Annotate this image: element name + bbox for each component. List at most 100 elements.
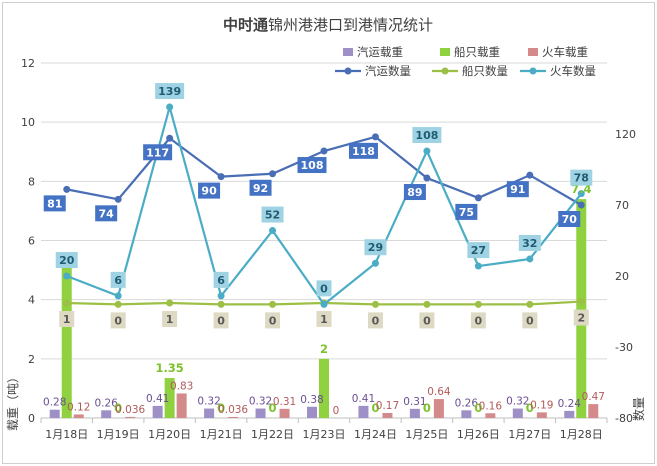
value-text-ship_count: 0	[475, 314, 483, 327]
bar-label-train_weight: 0.19	[530, 399, 553, 411]
value-text-ship_count: 0	[217, 314, 225, 327]
value-box-ship_count	[470, 312, 486, 329]
bar-truck_weight	[512, 408, 523, 418]
value-box-truck_count	[198, 182, 221, 199]
legend-label-train_weight: 火车载重	[542, 45, 588, 59]
value-box-train_count	[155, 83, 185, 100]
value-text-truck_count: 74	[99, 207, 115, 220]
point-truck_count	[217, 173, 225, 181]
value-box-truck_count	[455, 203, 478, 220]
value-text-ship_count: 0	[114, 314, 122, 327]
point-truck_count	[63, 185, 71, 193]
point-train_count	[474, 262, 482, 270]
legend-swatch-truck_weight	[343, 48, 353, 56]
bar-truck_weight	[49, 409, 60, 418]
bar-label-truck_weight: 0.41	[352, 393, 375, 405]
bars	[49, 199, 599, 418]
bar-label-ship_weight: 1.35	[155, 361, 183, 375]
bar-label-truck_weight: 0.26	[455, 397, 479, 409]
point-truck_count	[269, 170, 277, 178]
bar-label-train_weight: 0.12	[67, 401, 90, 413]
bar-train_weight	[382, 412, 393, 418]
bar-label-train_weight: 0.83	[170, 380, 193, 392]
bar-truck_weight	[101, 410, 112, 418]
value-text-ship_count: 0	[423, 314, 431, 327]
bar-truck_weight	[255, 408, 266, 418]
value-box-train_count	[412, 127, 442, 144]
value-box-ship_count	[573, 309, 589, 326]
value-box-train_count	[467, 242, 490, 259]
x-tick-label: 1月28日	[560, 428, 603, 441]
value-text-truck_count: 108	[301, 159, 324, 172]
x-tick-label: 1月21日	[200, 428, 243, 441]
left-tick-label: 6	[28, 235, 35, 248]
bar-truck_weight	[461, 410, 472, 418]
legend-swatch-train_weight	[528, 48, 538, 56]
point-train_count	[217, 292, 225, 300]
value-text-ship_count: 2	[577, 312, 585, 325]
point-train_count	[526, 255, 534, 263]
value-box-train_count	[213, 271, 229, 288]
value-text-train_count: 20	[59, 254, 75, 267]
x-tick-label: 1月25日	[405, 428, 448, 441]
left-axis-title: 载重（吨）	[6, 371, 20, 431]
chart-title: 中时通锦州港港口到港情况统计	[223, 16, 433, 34]
bar-truck_weight	[152, 405, 163, 418]
value-text-truck_count: 75	[459, 206, 474, 219]
value-text-truck_count: 92	[253, 182, 268, 195]
value-text-ship_count: 0	[269, 314, 277, 327]
bar-train_weight	[485, 413, 496, 418]
value-box-truck_count	[403, 184, 426, 201]
x-tick-label: 1月23日	[303, 428, 346, 441]
data-labels: 0.28 0.26 0.41 0.32 0.32 0.38 0.41 0.31 0.26 0.32…	[43, 83, 605, 417]
value-text-ship_count: 1	[63, 313, 71, 326]
bar-label-ship_weight: 0	[269, 401, 277, 415]
left-tick-label: 0	[28, 412, 35, 425]
legend-label-train_count: 火车数量	[550, 64, 596, 78]
point-train_count	[63, 272, 71, 280]
point-train_count	[423, 147, 431, 155]
bar-label-truck_weight: 0.32	[249, 396, 272, 408]
bar-label-ship_weight: 0	[217, 401, 225, 415]
legend-label-ship_weight: 船只载重	[454, 45, 500, 59]
point-ship_count	[217, 300, 225, 308]
value-text-ship_count: 0	[526, 314, 534, 327]
x-tick-label: 1月19日	[97, 428, 140, 441]
bar-train_weight	[125, 416, 136, 418]
value-text-ship_count: 0	[372, 314, 380, 327]
point-truck_count	[577, 201, 585, 209]
value-box-train_count	[261, 206, 284, 223]
value-text-truck_count: 91	[510, 183, 525, 196]
point-train_count	[320, 300, 328, 308]
point-train_count	[114, 292, 122, 300]
x-tick-label: 1月27日	[508, 428, 551, 441]
value-box-train_count	[570, 169, 593, 186]
bar-label-train_weight: 0	[333, 405, 340, 417]
bar-label-ship_weight: 0	[474, 401, 482, 415]
chart-svg: 中时通锦州港港口到港情况统计 024681012-80-3020701201月1…	[6, 16, 646, 441]
value-text-truck_count: 89	[407, 186, 422, 199]
bar-truck_weight	[204, 408, 215, 418]
value-box-ship_count	[522, 312, 538, 329]
value-text-truck_count: 70	[562, 213, 578, 226]
left-tick-label: 10	[21, 116, 35, 129]
bar-truck_weight	[409, 408, 420, 418]
line-train_count	[66, 102, 583, 306]
point-ship_count	[371, 300, 379, 308]
x-tick-label: 1月22日	[251, 428, 294, 441]
bar-label-train_weight: 0.036	[115, 404, 145, 416]
point-ship_count	[166, 299, 174, 307]
bar-label-truck_weight: 0.24	[558, 398, 582, 410]
point-truck_count	[114, 195, 122, 203]
x-tick-label: 1月18日	[45, 428, 88, 441]
bar-label-ship_weight: 0	[526, 401, 534, 415]
value-box-ship_count	[162, 310, 178, 327]
value-text-truck_count: 90	[201, 185, 217, 198]
bar-train_weight	[279, 408, 290, 418]
point-train_count	[371, 259, 379, 267]
legend-marker-ship_count	[441, 67, 449, 75]
bar-label-truck_weight: 0.31	[403, 396, 426, 408]
